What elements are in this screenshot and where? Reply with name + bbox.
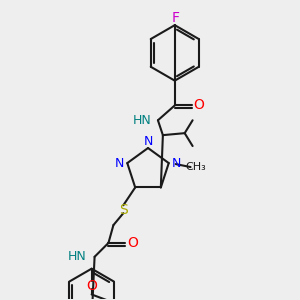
Text: N: N [172, 157, 182, 169]
Text: O: O [127, 236, 138, 250]
Text: S: S [119, 203, 128, 217]
Text: O: O [193, 98, 204, 112]
Text: CH₃: CH₃ [185, 162, 206, 172]
Text: HN: HN [133, 114, 152, 127]
Text: N: N [143, 135, 153, 148]
Text: F: F [172, 11, 180, 25]
Text: HN: HN [68, 250, 87, 263]
Text: O: O [86, 278, 97, 292]
Text: N: N [115, 157, 124, 169]
